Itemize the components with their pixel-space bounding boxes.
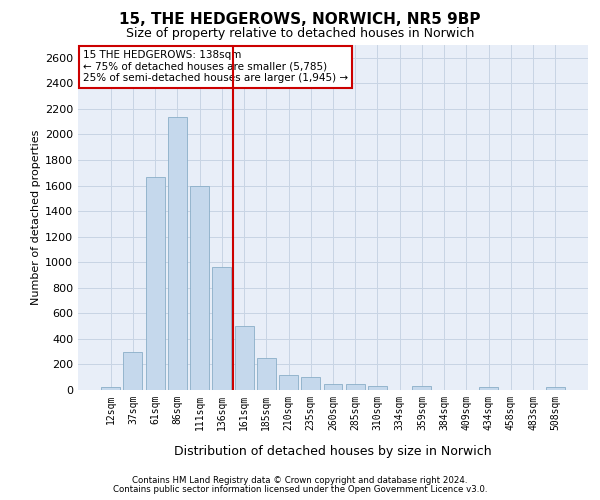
Bar xyxy=(168,116,187,390)
Bar xyxy=(257,358,276,390)
Bar xyxy=(190,186,209,390)
Text: Distribution of detached houses by size in Norwich: Distribution of detached houses by size … xyxy=(174,444,492,458)
Bar xyxy=(479,388,498,390)
Bar xyxy=(146,176,164,390)
Text: 15, THE HEDGEROWS, NORWICH, NR5 9BP: 15, THE HEDGEROWS, NORWICH, NR5 9BP xyxy=(119,12,481,28)
Text: Contains HM Land Registry data © Crown copyright and database right 2024.: Contains HM Land Registry data © Crown c… xyxy=(132,476,468,485)
Bar xyxy=(235,326,254,390)
Bar xyxy=(279,374,298,390)
Y-axis label: Number of detached properties: Number of detached properties xyxy=(31,130,41,305)
Bar xyxy=(368,386,387,390)
Text: Size of property relative to detached houses in Norwich: Size of property relative to detached ho… xyxy=(126,28,474,40)
Bar xyxy=(101,387,120,390)
Bar xyxy=(301,377,320,390)
Bar xyxy=(124,352,142,390)
Text: 15 THE HEDGEROWS: 138sqm
← 75% of detached houses are smaller (5,785)
25% of sem: 15 THE HEDGEROWS: 138sqm ← 75% of detach… xyxy=(83,50,348,84)
Text: Contains public sector information licensed under the Open Government Licence v3: Contains public sector information licen… xyxy=(113,485,487,494)
Bar xyxy=(346,384,365,390)
Bar xyxy=(412,386,431,390)
Bar xyxy=(546,387,565,390)
Bar xyxy=(212,268,231,390)
Bar xyxy=(323,384,343,390)
